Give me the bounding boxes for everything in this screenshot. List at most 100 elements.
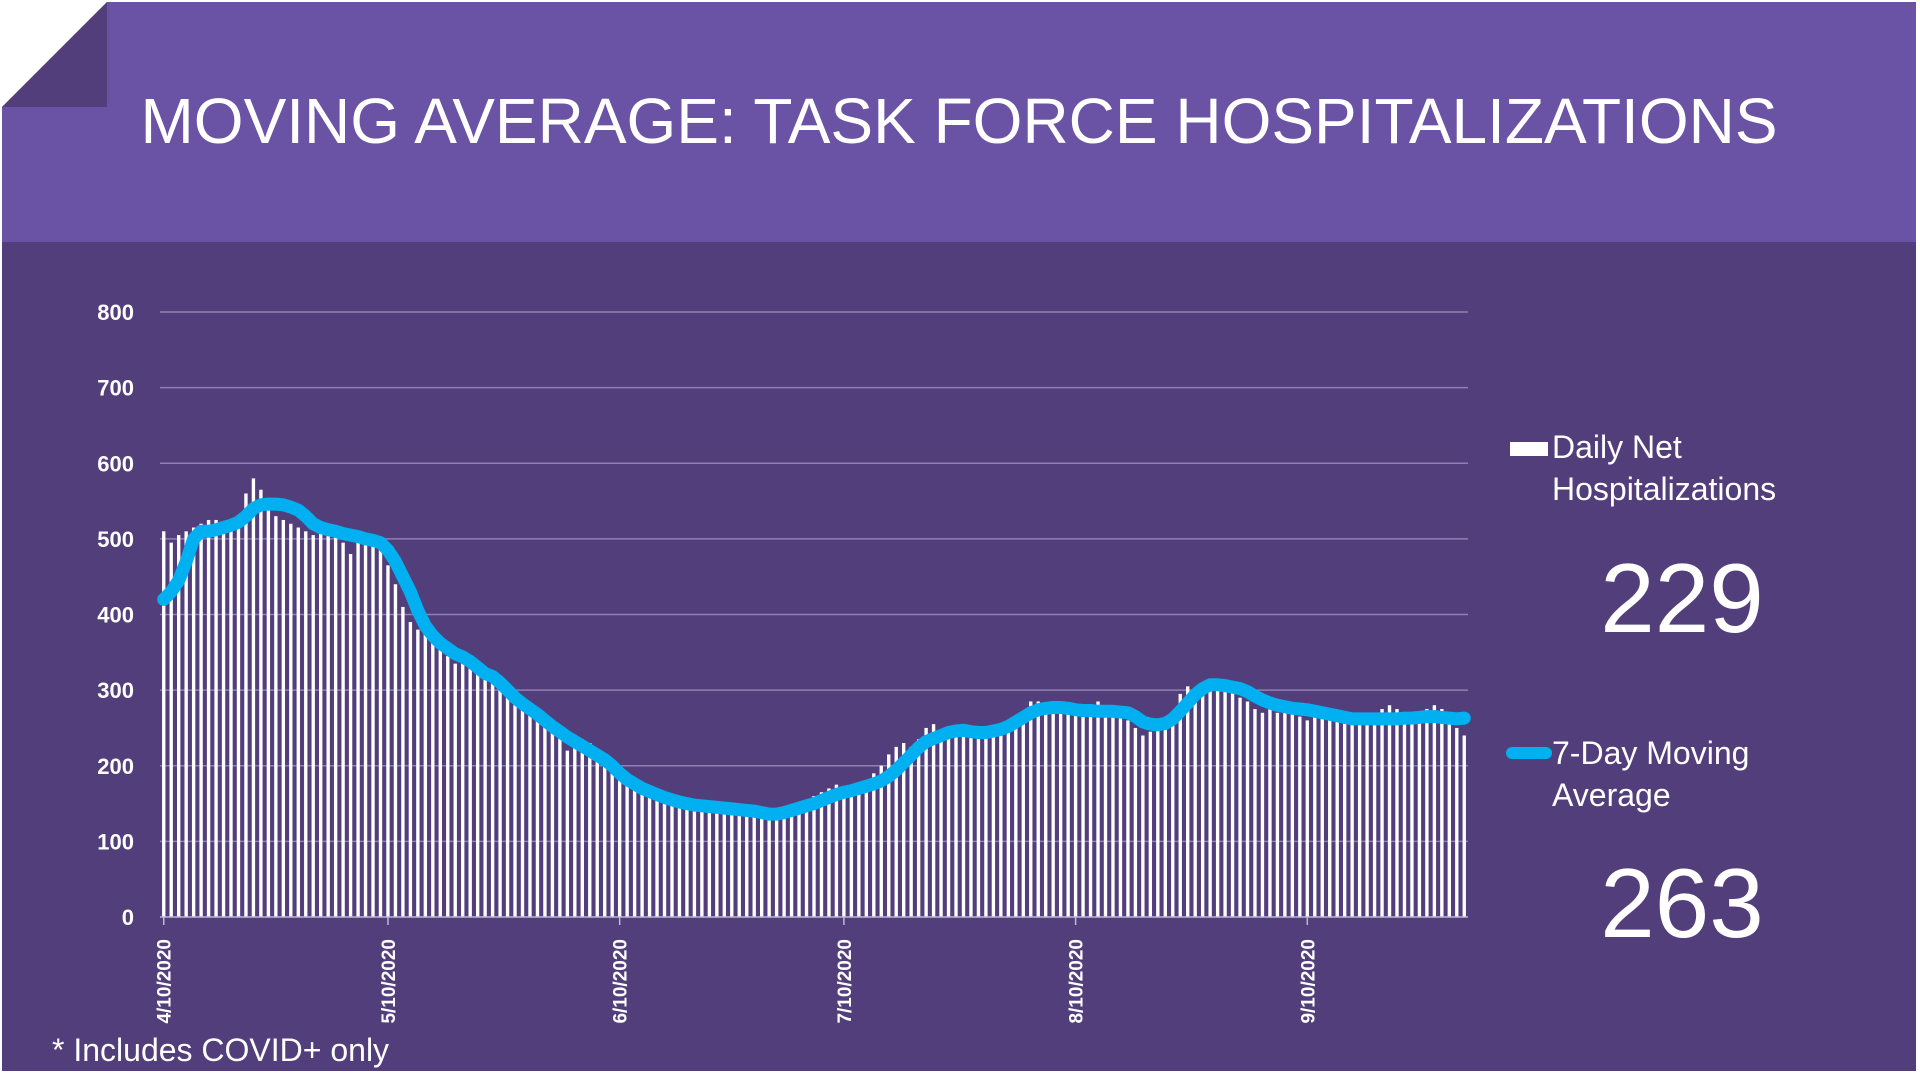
y-tick-label: 700 bbox=[97, 376, 134, 401]
bar-daily bbox=[1238, 697, 1242, 917]
x-tick-label: 5/10/2020 bbox=[379, 939, 400, 1024]
bar-daily bbox=[461, 659, 465, 917]
bar-daily bbox=[812, 796, 816, 917]
bar-daily bbox=[842, 792, 846, 917]
bar-daily bbox=[931, 724, 936, 917]
bar-daily bbox=[1417, 712, 1422, 917]
bar-daily bbox=[737, 811, 741, 917]
bar-daily bbox=[767, 812, 771, 917]
bar-daily bbox=[1462, 735, 1466, 917]
bar-daily bbox=[819, 792, 824, 917]
bar-daily bbox=[505, 690, 510, 917]
bar-daily bbox=[879, 765, 883, 917]
bar-daily bbox=[722, 811, 726, 917]
bar-daily bbox=[401, 606, 405, 917]
y-tick-label: 800 bbox=[97, 300, 134, 325]
bar-daily bbox=[1298, 716, 1302, 917]
bar-daily bbox=[393, 584, 398, 917]
bar-daily bbox=[1051, 709, 1055, 917]
x-tick-label: 4/10/2020 bbox=[155, 939, 176, 1024]
bar-daily bbox=[1014, 716, 1018, 917]
bar-daily bbox=[976, 735, 981, 917]
bar-daily bbox=[162, 531, 166, 917]
bar-daily bbox=[1073, 712, 1078, 917]
bar-daily bbox=[894, 746, 898, 917]
y-tick-label: 400 bbox=[97, 603, 134, 628]
bar-daily bbox=[520, 705, 525, 917]
bar-daily bbox=[453, 663, 457, 917]
bar-daily bbox=[431, 633, 435, 917]
bar-daily bbox=[528, 712, 532, 917]
bar-daily bbox=[1402, 712, 1407, 917]
x-tick-label: 9/10/2020 bbox=[1298, 939, 1319, 1024]
bar-daily bbox=[1193, 690, 1197, 917]
bar-daily bbox=[902, 743, 906, 917]
legend-swatch-average bbox=[1506, 747, 1552, 759]
bar-daily bbox=[558, 731, 562, 917]
bar-daily bbox=[588, 743, 592, 917]
bar-daily bbox=[513, 705, 517, 917]
bar-daily bbox=[266, 508, 271, 917]
bar-daily bbox=[543, 716, 547, 917]
bar-daily bbox=[670, 805, 674, 917]
bar-daily bbox=[1387, 705, 1392, 917]
bar-daily bbox=[535, 709, 540, 917]
daily-net-value: 229 bbox=[1600, 543, 1764, 653]
bar-daily bbox=[483, 671, 487, 917]
bar-daily bbox=[1081, 716, 1085, 917]
bar-daily bbox=[1036, 701, 1040, 917]
bar-daily bbox=[229, 519, 233, 917]
bar-daily bbox=[1163, 724, 1167, 917]
bar-daily bbox=[259, 489, 263, 917]
bar-daily bbox=[438, 640, 442, 917]
bar-daily bbox=[565, 750, 570, 917]
bar-daily bbox=[348, 554, 353, 917]
bar-daily bbox=[475, 663, 480, 917]
y-tick-label: 300 bbox=[97, 678, 134, 703]
bar-daily bbox=[378, 542, 383, 917]
bar-daily bbox=[221, 523, 226, 917]
x-tick-label: 6/10/2020 bbox=[611, 939, 632, 1024]
bar-daily bbox=[774, 811, 779, 917]
bar-daily bbox=[1432, 705, 1437, 917]
bar-daily bbox=[662, 803, 667, 917]
bar-daily bbox=[640, 792, 644, 917]
bar-daily bbox=[1365, 716, 1369, 917]
bar-daily bbox=[1171, 720, 1175, 917]
bar-daily bbox=[1372, 712, 1377, 917]
bar-daily bbox=[924, 727, 928, 917]
bar-daily bbox=[1455, 727, 1459, 917]
bar-daily bbox=[759, 814, 764, 917]
bar-daily bbox=[700, 807, 704, 917]
bar-daily bbox=[1066, 709, 1070, 917]
bar-daily bbox=[916, 739, 921, 917]
bar-daily bbox=[999, 724, 1003, 917]
bar-daily bbox=[244, 493, 248, 917]
bar-daily bbox=[625, 784, 629, 917]
bar-daily bbox=[311, 535, 315, 917]
legend-label-daily: Daily Net Hospitalizations bbox=[1552, 429, 1777, 507]
bar-daily bbox=[1088, 712, 1093, 917]
bar-daily bbox=[864, 782, 869, 917]
bar-daily bbox=[468, 656, 472, 917]
bar-daily bbox=[446, 656, 450, 917]
bar-daily bbox=[984, 731, 988, 917]
x-tick-label: 8/10/2020 bbox=[1067, 939, 1088, 1024]
y-tick-label: 0 bbox=[122, 905, 134, 930]
bar-daily bbox=[789, 805, 794, 917]
bar-daily bbox=[909, 746, 913, 917]
bar-daily bbox=[1313, 716, 1317, 917]
bar-daily bbox=[1335, 716, 1339, 917]
bar-daily bbox=[177, 535, 181, 917]
bar-daily bbox=[1283, 709, 1287, 917]
bar-daily bbox=[1186, 686, 1190, 917]
bar-daily bbox=[1200, 693, 1205, 917]
bar-daily bbox=[289, 523, 293, 917]
bar-daily bbox=[206, 519, 211, 917]
bar-daily bbox=[1096, 701, 1100, 917]
bar-daily bbox=[1215, 682, 1220, 917]
bar-daily bbox=[1253, 709, 1257, 917]
legend-swatch-daily bbox=[1510, 442, 1548, 456]
y-tick-label: 600 bbox=[97, 451, 134, 476]
x-tick-label: 7/10/2020 bbox=[835, 939, 856, 1024]
